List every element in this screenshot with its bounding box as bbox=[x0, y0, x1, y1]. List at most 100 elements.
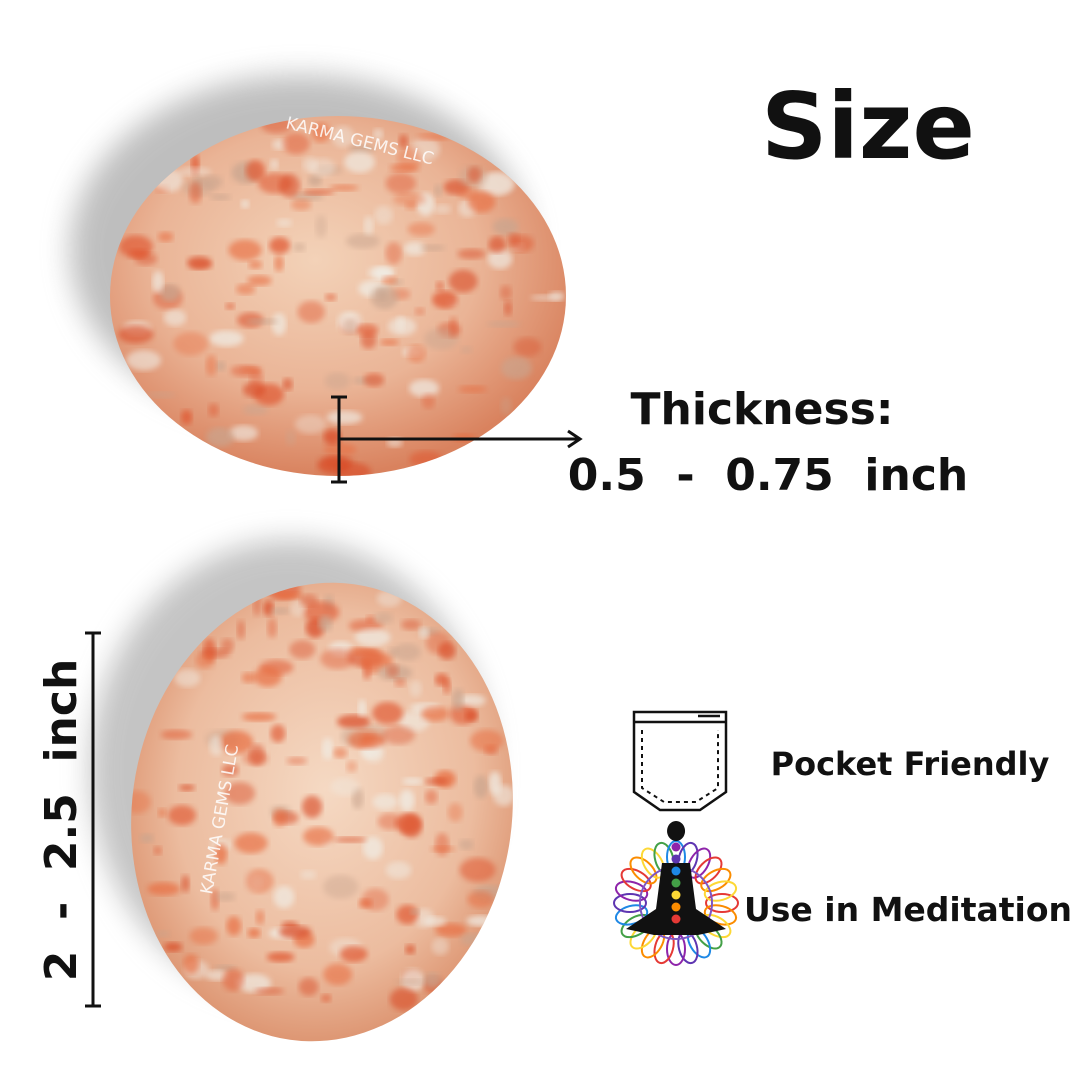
speckle bbox=[323, 963, 353, 986]
speckle bbox=[399, 711, 430, 732]
speckle bbox=[272, 808, 287, 827]
speckle bbox=[271, 312, 287, 336]
speckle bbox=[180, 409, 193, 425]
petal bbox=[614, 880, 649, 902]
speckle bbox=[224, 782, 256, 805]
speckle bbox=[302, 827, 334, 846]
speckle bbox=[385, 242, 403, 265]
speckle bbox=[432, 290, 458, 309]
speckle bbox=[245, 160, 266, 182]
speckle bbox=[409, 379, 440, 398]
speckle bbox=[398, 134, 409, 149]
silhouette bbox=[626, 821, 726, 935]
speckle bbox=[385, 172, 416, 194]
speckle bbox=[426, 632, 451, 655]
speckle bbox=[308, 174, 322, 187]
speckle bbox=[168, 805, 196, 826]
speckle bbox=[430, 845, 456, 853]
speckle bbox=[323, 874, 359, 899]
speckle bbox=[189, 927, 218, 945]
petal bbox=[694, 856, 723, 885]
speckle bbox=[499, 285, 512, 300]
speckle bbox=[448, 269, 478, 293]
speckle bbox=[276, 218, 293, 227]
speckle bbox=[158, 808, 167, 818]
speckle bbox=[402, 777, 423, 786]
speckle bbox=[309, 158, 335, 177]
chakra bbox=[671, 902, 681, 912]
speckle bbox=[409, 908, 420, 915]
speckle bbox=[145, 391, 176, 398]
speckle bbox=[320, 648, 355, 670]
speckle bbox=[241, 672, 256, 684]
speckle bbox=[434, 184, 443, 197]
speckle bbox=[303, 601, 340, 623]
speckle bbox=[254, 987, 285, 995]
speckle bbox=[361, 888, 389, 911]
speckle bbox=[394, 677, 406, 687]
speckle bbox=[237, 620, 246, 640]
speckle bbox=[395, 978, 427, 986]
stone-texture bbox=[123, 579, 515, 1011]
speckle bbox=[366, 615, 376, 624]
speckle bbox=[270, 724, 286, 743]
speckle bbox=[396, 315, 406, 333]
speckle bbox=[372, 701, 403, 725]
speckle bbox=[294, 415, 327, 434]
speckle bbox=[174, 669, 201, 687]
speckle bbox=[163, 309, 187, 327]
speckle bbox=[336, 462, 371, 476]
speckle bbox=[298, 977, 319, 996]
speckle bbox=[357, 699, 367, 717]
speckle bbox=[442, 678, 451, 695]
speckle bbox=[359, 651, 393, 671]
speckle bbox=[267, 617, 277, 639]
chakra bbox=[671, 914, 681, 924]
speckle bbox=[433, 204, 452, 214]
length-label: 2 - 2.5 inch bbox=[36, 659, 87, 982]
speckle bbox=[392, 193, 427, 206]
speckle bbox=[177, 166, 212, 177]
speckle bbox=[221, 764, 239, 777]
speckle bbox=[449, 316, 458, 338]
speckle bbox=[214, 843, 228, 865]
speckle bbox=[195, 652, 215, 669]
speckle bbox=[119, 235, 153, 258]
speckle bbox=[118, 325, 154, 344]
speckle bbox=[348, 144, 375, 154]
stone-texture bbox=[118, 116, 565, 476]
speckle bbox=[486, 321, 521, 328]
speckle bbox=[457, 694, 486, 707]
speckle bbox=[356, 323, 379, 337]
speckle bbox=[374, 205, 393, 225]
speckle bbox=[503, 300, 512, 316]
speckle bbox=[273, 885, 295, 909]
speckle bbox=[330, 777, 360, 796]
speckle bbox=[336, 714, 371, 729]
speckle bbox=[418, 626, 430, 639]
feature-label: Pocket Friendly bbox=[771, 745, 1050, 783]
petal bbox=[620, 867, 652, 893]
speckle bbox=[215, 361, 226, 372]
speckle bbox=[467, 890, 494, 908]
speckle bbox=[273, 592, 302, 600]
speckle bbox=[373, 128, 384, 140]
speckle bbox=[297, 300, 325, 323]
speckle bbox=[405, 201, 417, 211]
speckle bbox=[153, 846, 162, 856]
speckle bbox=[154, 930, 171, 938]
speckle bbox=[323, 429, 342, 445]
speckle bbox=[409, 450, 443, 468]
speckle bbox=[311, 122, 331, 143]
petal bbox=[613, 893, 647, 913]
stone-top bbox=[110, 116, 566, 476]
speckle bbox=[178, 784, 195, 792]
speckle bbox=[435, 923, 467, 937]
speckle bbox=[186, 256, 212, 270]
speckle bbox=[222, 968, 245, 992]
speckle bbox=[147, 882, 181, 896]
speckle bbox=[291, 198, 312, 211]
speckle bbox=[388, 647, 399, 658]
speckle bbox=[209, 330, 244, 347]
speckle bbox=[249, 744, 265, 766]
